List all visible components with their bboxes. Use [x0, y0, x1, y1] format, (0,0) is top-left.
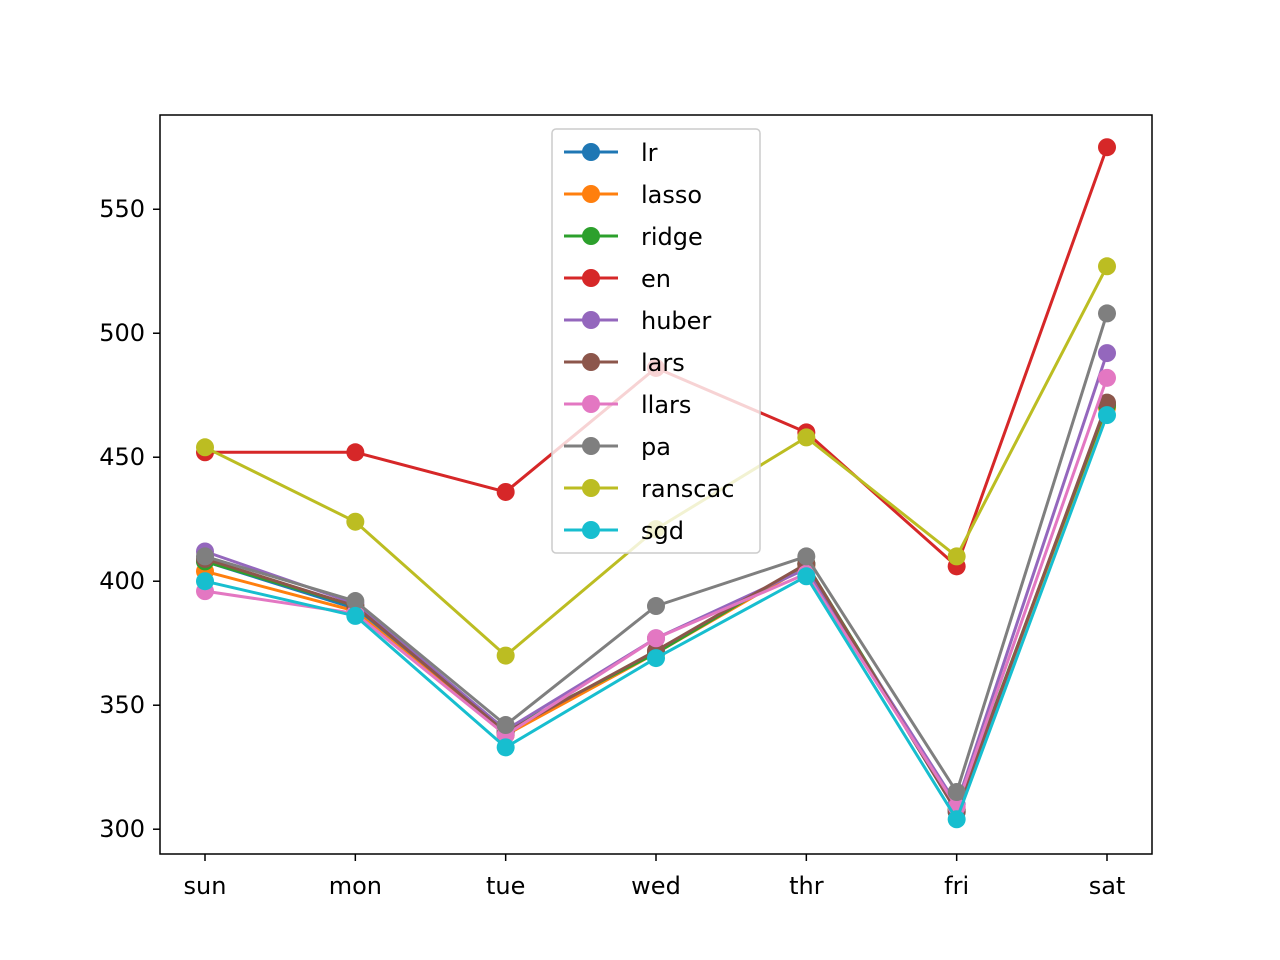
- x-tick-label: sat: [1089, 872, 1126, 900]
- data-point: [1098, 257, 1116, 276]
- y-tick-label: 550: [99, 195, 145, 223]
- legend-item-huber: huber: [564, 307, 711, 335]
- x-tick-label: tue: [486, 872, 525, 900]
- legend-item-en: en: [564, 265, 671, 293]
- series-pa: [196, 304, 1116, 802]
- y-tick-label: 400: [99, 567, 145, 595]
- data-point: [797, 428, 816, 447]
- data-point: [346, 606, 365, 625]
- legend-item-llars: llars: [564, 391, 691, 419]
- data-point: [1098, 368, 1116, 387]
- data-point: [647, 649, 665, 668]
- legend: lr lasso ridge en huber lars llars pa ranscac sgd: [551, 128, 761, 554]
- data-point: [797, 547, 816, 566]
- x-tick-label: mon: [329, 872, 382, 900]
- legend-item-pa: pa: [564, 433, 671, 461]
- legend-marker: [582, 479, 600, 497]
- x-axis: sun mon tue wed thr fri sat: [184, 854, 1126, 900]
- legend-item-ranscac: ranscac: [564, 475, 734, 503]
- legend-item-ridge: ridge: [564, 223, 703, 251]
- data-point: [797, 567, 816, 586]
- y-tick-label: 450: [99, 443, 145, 471]
- series-layer: [196, 138, 1116, 829]
- legend-label: huber: [641, 307, 711, 335]
- y-tick-label: 300: [99, 815, 145, 843]
- legend-item-lasso: lasso: [564, 181, 702, 209]
- data-point: [196, 547, 214, 566]
- legend-label: en: [641, 265, 671, 293]
- data-point: [496, 646, 515, 665]
- legend-marker: [582, 227, 600, 245]
- legend-item-sgd: sgd: [564, 517, 684, 545]
- legend-marker: [582, 269, 600, 287]
- x-tick-label: thr: [789, 872, 824, 900]
- data-point: [647, 597, 665, 616]
- legend-marker: [582, 143, 600, 161]
- data-point: [346, 443, 365, 462]
- legend-marker: [582, 353, 600, 371]
- data-point: [647, 629, 665, 648]
- data-point: [947, 783, 966, 802]
- data-point: [947, 810, 966, 829]
- legend-marker: [582, 521, 600, 539]
- data-point: [1098, 138, 1116, 157]
- x-tick-label: wed: [631, 872, 681, 900]
- legend-label: lasso: [641, 181, 702, 209]
- legend-label: lr: [641, 139, 658, 167]
- data-point: [346, 512, 365, 531]
- data-point: [496, 482, 515, 501]
- legend-marker: [582, 437, 600, 455]
- data-point: [1098, 344, 1116, 363]
- y-tick-label: 350: [99, 691, 145, 719]
- data-point: [496, 716, 515, 735]
- data-point: [196, 572, 214, 591]
- legend-label: ridge: [641, 223, 703, 251]
- legend-marker: [582, 311, 600, 329]
- data-point: [1098, 406, 1116, 425]
- legend-marker: [582, 185, 600, 203]
- legend-label: lars: [641, 349, 685, 377]
- legend-label: sgd: [641, 517, 684, 545]
- legend-item-lars: lars: [564, 349, 685, 377]
- legend-label: pa: [641, 433, 671, 461]
- data-point: [196, 438, 214, 457]
- legend-marker: [582, 395, 600, 413]
- data-point: [346, 592, 365, 611]
- x-tick-label: fri: [944, 872, 969, 900]
- legend-item-lr: lr: [564, 139, 658, 167]
- x-tick-label: sun: [184, 872, 227, 900]
- series-sgd: [196, 406, 1116, 829]
- data-point: [1098, 393, 1116, 412]
- legend-label: ranscac: [641, 475, 734, 503]
- y-tick-label: 500: [99, 319, 145, 347]
- y-axis: 300 350 400 450 500 550: [99, 195, 160, 843]
- data-point: [947, 547, 966, 566]
- legend-label: llars: [641, 391, 691, 419]
- data-point: [496, 738, 515, 757]
- data-point: [1098, 304, 1116, 323]
